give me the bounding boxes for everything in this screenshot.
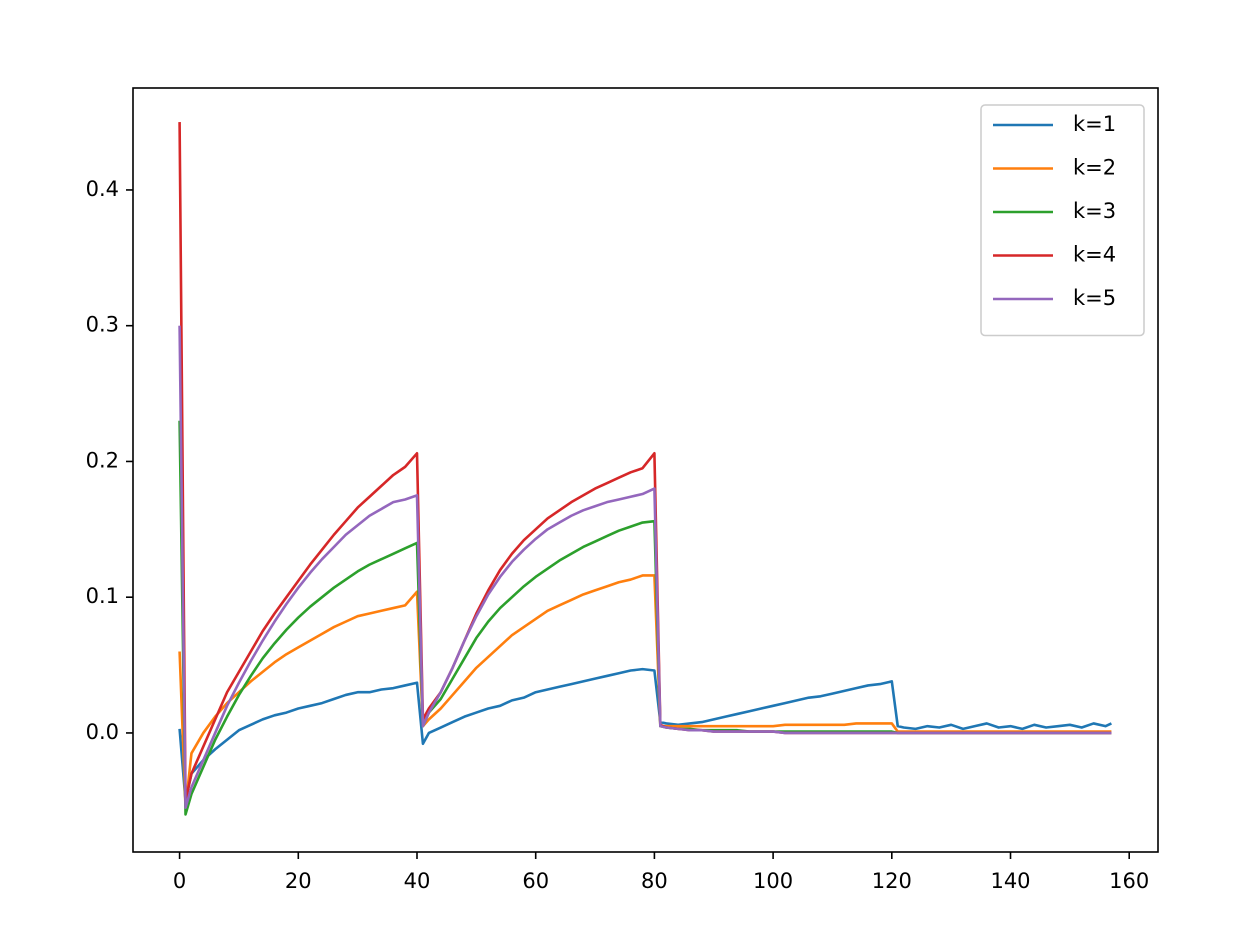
plot-area <box>178 122 1112 816</box>
legend-label: k=3 <box>1073 199 1116 223</box>
legend-box <box>980 104 1145 337</box>
x-tick-label: 120 <box>872 869 912 893</box>
legend-label: k=2 <box>1073 156 1116 180</box>
y-tick-label: 0.0 <box>86 720 119 744</box>
x-tick-label: 100 <box>753 869 793 893</box>
y-tick-label: 0.1 <box>86 584 119 608</box>
y-tick-label: 0.3 <box>86 313 119 337</box>
legend-label: k=1 <box>1073 112 1116 136</box>
x-tick-label: 80 <box>641 869 668 893</box>
x-tick-label: 0 <box>173 869 186 893</box>
line-series <box>178 574 1112 809</box>
x-tick-label: 60 <box>522 869 549 893</box>
x-tick-label: 160 <box>1109 869 1149 893</box>
legend-label: k=5 <box>1073 286 1116 310</box>
y-tick-label: 0.4 <box>86 177 119 201</box>
y-tick-label: 0.2 <box>86 448 119 472</box>
x-tick-label: 140 <box>990 869 1030 893</box>
line-series <box>178 667 1112 803</box>
axes-frame <box>132 87 1159 853</box>
x-tick-label: 40 <box>404 869 431 893</box>
x-tick-label: 20 <box>285 869 312 893</box>
legend-label: k=4 <box>1073 243 1116 267</box>
line-series <box>178 325 1112 809</box>
